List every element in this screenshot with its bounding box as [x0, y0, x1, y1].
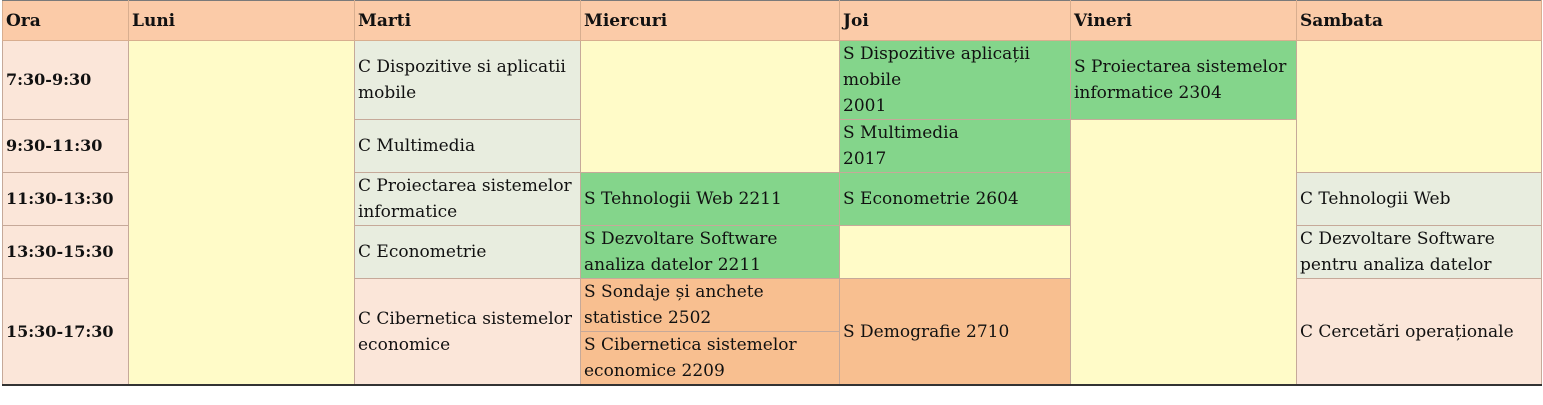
row-7-30: 7:30-9:30 C Dispozitive si aplicatii mob…	[2, 40, 1542, 386]
joi-empty-cell	[839, 225, 1071, 279]
joi-slot-3: S Econometrie 2604	[839, 172, 1071, 226]
sambata-slot-3: C Tehnologii Web	[1296, 172, 1542, 226]
vineri-empty-cell	[1070, 119, 1297, 386]
header-sambata: Sambata	[1296, 0, 1542, 41]
time-slot: 15:30-17:30	[2, 278, 129, 386]
row-15-30: 15:30-17:30 C Cibernetica sistemelor eco…	[2, 278, 1542, 386]
sambata-empty-cell	[1296, 40, 1542, 173]
joi-slot-2: S Multimedia 2017	[839, 119, 1071, 173]
miercuri-slot-5a: S Sondaje și anchete statistice 2502	[580, 278, 840, 332]
joi-slot-1-title: S Dispozitive aplicații mobile	[843, 44, 1030, 90]
time-slot: 7:30-9:30	[2, 40, 129, 120]
row-15-30-b: S Cibernetica sistemelor economice 2209	[3, 331, 1542, 386]
marti-slot-4: C Econometrie	[354, 225, 581, 279]
header-luni: Luni	[128, 0, 355, 41]
row-13-30: 13:30-15:30 C Econometrie S Dezvoltare S…	[2, 225, 1542, 279]
header-ora: Ora	[2, 0, 129, 41]
time-slot: 9:30-11:30	[2, 119, 129, 173]
joi-slot-1: S Dispozitive aplicații mobile 2001	[839, 40, 1071, 120]
header-row: Ora Luni Marti Miercuri Joi Vineri Samba…	[2, 0, 1542, 41]
header-joi: Joi	[839, 0, 1071, 41]
marti-slot-5: C Cibernetica sistemelor economice	[354, 278, 581, 386]
miercuri-slot-5b: S Cibernetica sistemelor economice 2209	[580, 331, 840, 386]
joi-slot-5: S Demografie 2710	[839, 278, 1071, 386]
joi-slot-1-room: 2001	[843, 96, 887, 116]
joi-slot-2-room: 2017	[843, 149, 887, 169]
marti-slot-1: C Dispozitive si aplicatii mobile	[354, 40, 581, 120]
row-9-30: 9:30-11:30 C Multimedia S Multimedia 201…	[2, 119, 1542, 386]
header-miercuri: Miercuri	[580, 0, 840, 41]
vineri-slot-1: S Proiectarea sistemelor informatice 230…	[1070, 40, 1297, 120]
header-marti: Marti	[354, 0, 581, 41]
miercuri-empty-cell	[580, 40, 840, 173]
miercuri-slot-3: S Tehnologii Web 2211	[580, 172, 840, 226]
sambata-slot-5: C Cercetări operaționale	[1296, 278, 1542, 386]
header-vineri: Vineri	[1070, 0, 1297, 41]
luni-empty-cell	[128, 40, 355, 386]
marti-slot-2: C Multimedia	[354, 119, 581, 173]
time-slot: 11:30-13:30	[2, 172, 129, 226]
joi-slot-2-title: S Multimedia	[843, 123, 959, 143]
sambata-slot-4: C Dezvoltare Software pentru analiza dat…	[1296, 225, 1542, 279]
row-11-30: 11:30-13:30 C Proiectarea sistemelor inf…	[2, 172, 1542, 226]
timetable: Ora Luni Marti Miercuri Joi Vineri Samba…	[2, 0, 1542, 386]
time-slot: 13:30-15:30	[2, 225, 129, 279]
miercuri-slot-4: S Dezvoltare Software analiza datelor 22…	[580, 225, 840, 279]
marti-slot-3: C Proiectarea sistemelor informatice	[354, 172, 581, 226]
